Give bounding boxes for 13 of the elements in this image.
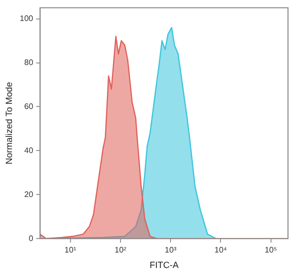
x-axis-title: FITC-A: [150, 260, 179, 270]
x-tick-label: 10³: [164, 246, 177, 255]
y-tick-label: 40: [24, 146, 34, 155]
y-tick-label: 20: [24, 190, 34, 199]
y-tick-label: 60: [24, 102, 34, 111]
x-tick-label: 10⁵: [264, 246, 277, 255]
x-tick-label: 10⁴: [214, 246, 228, 255]
y-axis-title: Normalized To Mode: [4, 82, 14, 164]
x-tick-label: 10¹: [64, 246, 76, 255]
y-tick-label: 100: [20, 14, 34, 23]
y-tick-label: 80: [24, 58, 34, 67]
x-tick-label: 10²: [114, 246, 127, 255]
y-tick-label: 0: [28, 234, 34, 243]
